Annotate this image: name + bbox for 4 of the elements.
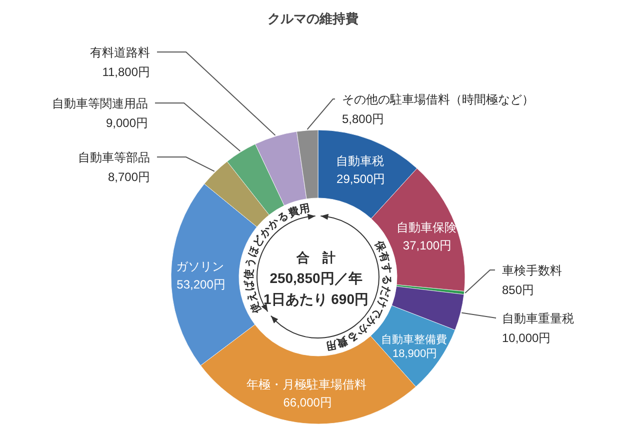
annotation: 250,850円／年	[270, 270, 362, 286]
title: クルマの維持費	[268, 11, 358, 26]
annotation: 合 計	[296, 250, 336, 265]
annotation: 1日あたり 690円	[263, 291, 369, 307]
